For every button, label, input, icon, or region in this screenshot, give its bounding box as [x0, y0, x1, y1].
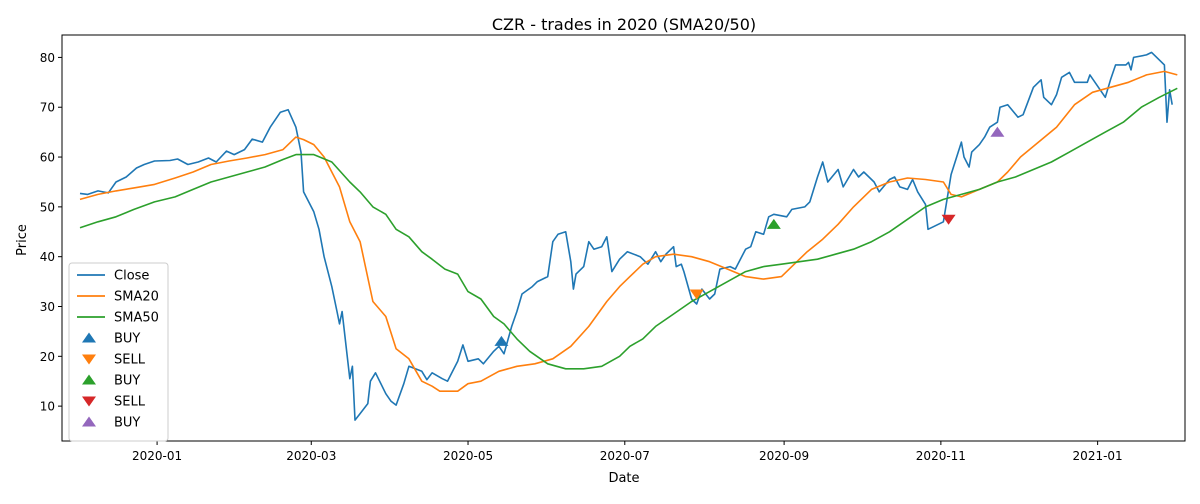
- plot-area: 2020-01 2020-03 2020-05 2020-07 2020-09 2020-…: [40, 34, 1186, 463]
- y-axis-label: Price: [15, 224, 30, 256]
- legend-label: SELL: [114, 395, 146, 410]
- x-axis-label: Date: [608, 471, 639, 486]
- legend-swatch-buy: [82, 332, 96, 343]
- trade-marker-buy-3: [766, 218, 781, 229]
- trade-marker-buy-5: [990, 126, 1005, 137]
- legend-label: SELL: [114, 353, 146, 368]
- y-tick-label: 10: [40, 400, 55, 414]
- chart-title: CZR - trades in 2020 (SMA20/50): [492, 15, 756, 34]
- trade-marker-sell-2: [689, 289, 704, 300]
- legend-label: Close: [114, 269, 149, 284]
- legend-swatch-buy: [82, 416, 96, 427]
- series-line-sma50: [79, 87, 1178, 370]
- legend-label: BUY: [114, 332, 140, 347]
- y-tick-label: 80: [40, 51, 55, 65]
- x-tick-label: 2021-01: [1073, 449, 1123, 463]
- axes-frame: [61, 34, 1186, 442]
- legend-label: SMA20: [114, 290, 159, 305]
- x-tick-label: 2020-07: [600, 449, 650, 463]
- trade-marker-sell-4: [941, 214, 956, 225]
- y-tick-label: 40: [40, 250, 55, 264]
- legend: Close SMA20 SMA50 BUY SELL BUY SELL BUY: [68, 262, 169, 442]
- legend-label: BUY: [114, 374, 140, 389]
- x-tick-label: 2020-09: [759, 449, 809, 463]
- x-tick-label: 2020-05: [443, 449, 493, 463]
- legend-swatch-sell: [82, 354, 96, 365]
- x-tick-label: 2020-11: [916, 449, 966, 463]
- x-tick-label: 2020-03: [286, 449, 336, 463]
- legend-swatch-sell: [82, 396, 96, 407]
- y-tick-label: 30: [40, 300, 55, 314]
- y-tick-label: 50: [40, 200, 55, 214]
- legend-swatch-buy: [82, 374, 96, 385]
- y-tick-label: 20: [40, 350, 55, 364]
- y-tick-label: 70: [40, 101, 55, 115]
- y-tick-label: 60: [40, 151, 55, 165]
- trade-marker-buy-1: [494, 335, 509, 346]
- legend-label: SMA50: [114, 311, 159, 326]
- legend-label: BUY: [114, 416, 140, 431]
- x-tick-label: 2020-01: [132, 449, 182, 463]
